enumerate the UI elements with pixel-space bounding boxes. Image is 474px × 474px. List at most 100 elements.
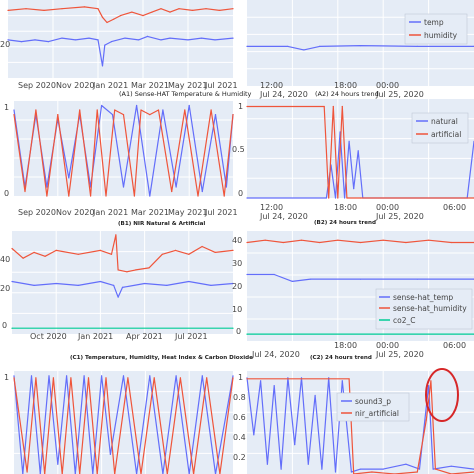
y-tick-b2-1: 1: [238, 102, 243, 111]
data-point-a1-1-14: [160, 39, 162, 41]
data-point-b1-1-21: [232, 114, 234, 116]
data-point-a1-1-13: [146, 35, 149, 38]
data-point-b1-0-15: [188, 104, 190, 107]
data-point-b1-1-13: [140, 109, 142, 111]
x-tick-a2-1800: 18:00: [334, 81, 357, 90]
data-point-b1-0-5: [68, 177, 70, 179]
data-point-c1-0-16: [201, 245, 203, 248]
data-point-a2-0-1: [287, 45, 289, 48]
data-point-c1-0-7: [110, 253, 113, 255]
data-point-c1-1-9: [166, 284, 168, 286]
y-tick-c2-0: 0: [236, 327, 241, 336]
panel-c2: 0 10 20 30 40 sense-hat_temp sense-hat_h…: [232, 231, 474, 361]
data-point-b2-1-5: [341, 105, 343, 108]
data-point-d1-0-0: [13, 375, 15, 377]
data-point-c1-1-12: [232, 282, 234, 285]
data-point-d1-0-4: [48, 375, 50, 377]
data-point-b2-1-3: [332, 105, 334, 108]
legend-label-natural: natural: [431, 117, 458, 126]
y-tick-d2-06: 0.6: [233, 413, 246, 422]
legend-box-c2: [375, 288, 473, 330]
legend-label-artificial: artificial: [431, 130, 461, 139]
data-point-b1-0-3: [46, 186, 48, 188]
legend-b2: natural artificial: [411, 112, 469, 144]
data-point-d2-0-13: [334, 471, 337, 473]
data-point-d2-0-18: [405, 463, 407, 465]
data-point-a1-0-19: [232, 8, 234, 10]
y-tick-d2-08: 0.8: [233, 393, 246, 402]
data-point-b1-1-12: [133, 195, 135, 197]
data-point-d1-1-20: [232, 377, 234, 379]
caption-a1: (A1) Sense-HAT Temperature & Humidity: [119, 90, 252, 98]
data-point-d1-1-14: [153, 377, 155, 379]
data-point-b1-1-6: [79, 109, 81, 111]
data-point-c2-1-3: [310, 278, 312, 280]
data-point-c2-0-5: [337, 239, 339, 241]
data-point-c1-1-5: [113, 284, 115, 286]
data-point-a1-1-5: [74, 39, 77, 41]
x-tick-a2-1200: 12:00 Jul 24, 2020: [259, 81, 308, 99]
data-point-c1-0-3: [44, 255, 46, 257]
x-tick-a1-sep: Sep 2020: [18, 81, 56, 90]
data-point-b1-1-3: [46, 195, 48, 197]
data-point-b2-0-7: [353, 188, 355, 190]
data-point-c1-0-6: [99, 249, 101, 251]
data-point-c1-0-5: [77, 253, 79, 255]
data-point-c2-1-1: [273, 273, 275, 276]
highlight-circle-peak: [425, 368, 459, 422]
data-point-c1-0-4: [55, 249, 57, 251]
data-point-c2-2-0: [246, 333, 248, 335]
data-point-a1-0-12: [151, 11, 153, 13]
data-point-a1-1-11: [124, 37, 126, 39]
data-point-a1-1-16: [187, 39, 189, 41]
data-point-c1-1-11: [210, 284, 212, 286]
x-tick-a1-jan: Jan 2021: [92, 81, 128, 90]
data-point-d2-0-1: [253, 434, 255, 436]
panel-c1: 0 20 40 Oct 2020 Jan 2021 Apr 2021 Jul 2…: [0, 231, 253, 361]
data-point-d2-0-5: [280, 468, 282, 470]
data-point-a1-1-8: [101, 65, 104, 67]
legend-label-sense-hat-humidity: sense-hat_humidity: [393, 304, 467, 313]
data-point-a1-1-6: [88, 37, 90, 39]
x-tick-c2-date: Jul 24, 2020: [251, 350, 300, 359]
data-point-c1-0-18: [232, 249, 234, 251]
panel-a2: temp humidity 12:00 Jul 24, 2020 18:00 00…: [246, 0, 474, 99]
data-point-d1-0-6: [66, 375, 68, 377]
y-tick-d2-1: 1: [238, 373, 243, 382]
data-point-d2-0-21: [432, 468, 434, 470]
series-line-b1-0: [13, 104, 234, 197]
y-tick-c2-30: 30: [232, 259, 242, 268]
data-point-d1-0-14: [149, 375, 151, 377]
data-point-a2-0-0: [246, 45, 248, 48]
data-point-c1-0-0: [11, 247, 13, 250]
data-point-a1-1-0: [7, 39, 9, 41]
y-tick-d2-02: 0.2: [233, 453, 246, 462]
data-point-c2-0-7: [382, 239, 384, 241]
data-point-a1-0-11: [142, 15, 144, 17]
data-point-b1-1-1: [24, 190, 26, 193]
plot-area-c1: [12, 231, 233, 334]
caption-a2: (A2) 24 hours trend: [315, 90, 379, 98]
data-point-b1-0-14: [175, 186, 177, 188]
data-point-d2-0-19: [418, 468, 421, 470]
y-tick-c2-20: 20: [232, 282, 242, 291]
data-point-b1-0-12: [149, 195, 151, 197]
data-point-d1-0-20: [232, 375, 234, 377]
data-point-c1-1-8: [144, 282, 146, 285]
data-point-b2-0-0: [246, 197, 248, 199]
x-tick-a1-nov: Nov 2020: [56, 81, 95, 90]
data-point-c1-0-11: [135, 269, 137, 271]
y-tick-d2-04: 0.4: [233, 433, 246, 442]
x-tick-a1-mar: Mar 2021: [131, 81, 169, 90]
data-point-d1-1-18: [206, 377, 208, 379]
series-lines-c2: [246, 239, 474, 335]
data-point-d2-1-5: [416, 471, 418, 473]
data-point-b2-1-6: [346, 197, 348, 199]
data-point-d1-1-8: [87, 377, 90, 379]
data-point-c1-0-14: [174, 249, 177, 251]
legend-label-co2-c: co2_C: [393, 316, 415, 325]
data-point-d1-0-10: [101, 375, 103, 377]
data-point-c1-1-7: [121, 286, 124, 288]
y-tick-b2-0: 0: [238, 189, 243, 198]
series-line-d2-0: [246, 377, 474, 473]
